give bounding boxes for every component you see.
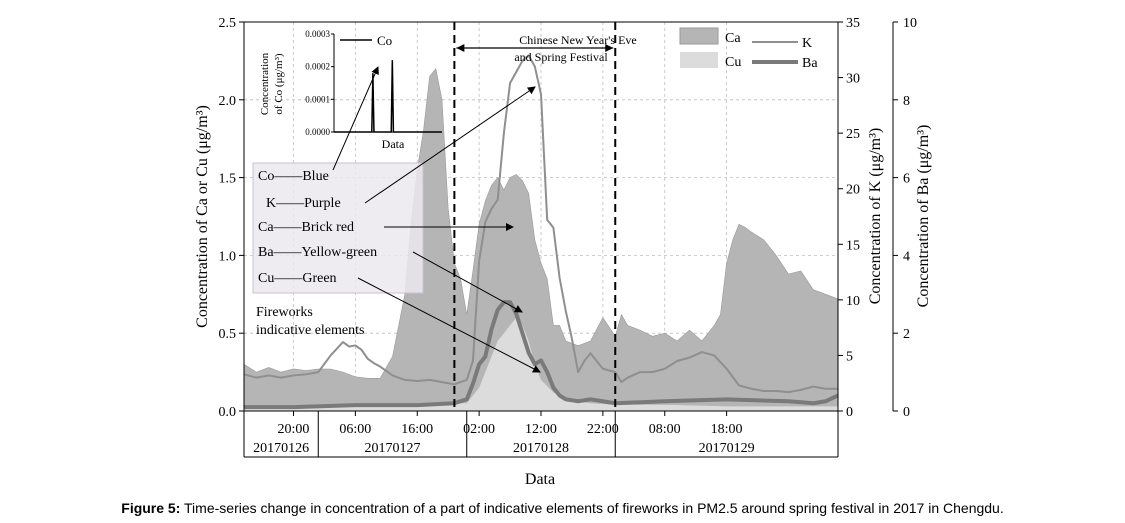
y-ba-axis-title: Concentration of Ba (μg/m³): [915, 125, 932, 308]
date-group-label: 20170126: [253, 441, 309, 456]
figure-caption-label: Figure 5:: [121, 500, 181, 516]
event-arrow-head-left: [456, 44, 465, 52]
labels-layer: Data Chinese New Year's Eve and Spring F…: [256, 33, 637, 488]
y-ba-tick-label: 8: [903, 94, 910, 109]
y-ba-tick-label: 2: [903, 327, 910, 342]
series-area-ca: [243, 67, 839, 412]
series-line-ba: [244, 300, 839, 410]
legend-swatch-ca: [679, 27, 719, 45]
inset-series-line: [334, 60, 442, 133]
inset-y-tick-label: 0.0003: [305, 29, 330, 39]
event-label-line2: and Spring Festival: [514, 50, 608, 64]
x-tick-label: 08:00: [649, 422, 681, 437]
inset-y-axis-title-line1: Concentration: [259, 52, 271, 115]
inset-y-tick-label: 0.0000: [305, 127, 330, 137]
annotation-line: K——Purple: [266, 196, 341, 211]
x-tick-label: 06:00: [339, 422, 371, 437]
inset-y-tick-label: 0.0002: [305, 62, 330, 72]
y-k-tick-label: 25: [846, 127, 860, 142]
annotation-arrow: [412, 251, 523, 313]
y-ba-tick-label: 4: [903, 249, 910, 264]
legend-swatch-cu: [680, 52, 718, 68]
figure-caption-text: Time-series change in concentration of a…: [180, 500, 1004, 516]
legend-label-ca: Ca: [725, 31, 741, 46]
legend-label-ba: Ba: [802, 56, 818, 71]
date-group-label: 20170128: [513, 441, 569, 456]
y-left-tick-label: 1.5: [219, 172, 237, 187]
x-tick-label: 16:00: [401, 422, 433, 437]
y-k-tick-label: 15: [846, 238, 860, 253]
inset-legend-label: Co: [377, 33, 392, 48]
annotation-line: Ba——Yellow-green: [258, 245, 377, 260]
legend-layer: Ca K Cu Ba: [679, 27, 818, 71]
figure-caption: Figure 5: Time-series change in concentr…: [0, 500, 1125, 516]
event-layer: [453, 22, 617, 411]
x-tick-label: 02:00: [463, 422, 495, 437]
y-left-tick-label: 2.0: [219, 94, 237, 109]
annotation-box: [252, 162, 424, 294]
inset-y-tick-label: 0.0001: [305, 94, 330, 104]
annotation-line: Cu——Green: [258, 271, 337, 286]
y-k-tick-label: 10: [846, 294, 860, 309]
fireworks-note-line2: indicative elements: [256, 323, 364, 338]
y-ba-tick-label: 10: [903, 16, 917, 31]
inset-x-axis-title: Data: [382, 137, 405, 151]
fireworks-note-line1: Fireworks: [256, 305, 313, 320]
y-left-axis-title: Concentration of Ca or Cu (μg/m³): [194, 105, 211, 328]
legend-label-k: K: [802, 36, 812, 51]
y-left-tick-label: 0.5: [219, 327, 237, 342]
inset-layer: 0.0000 0.0001 0.0002 0.0003 Co Data Concentrat…: [259, 29, 442, 151]
y-k-tick-label: 5: [846, 349, 853, 364]
x-tick-label: 20:00: [278, 422, 310, 437]
annotation-line: Ca——Brick red: [258, 220, 354, 235]
y-left-tick-label: 1.0: [219, 249, 237, 264]
axes-layer: 0.0 0.5 1.0 1.5 2.0 2.5 Concentration of Ca or…: [194, 16, 932, 457]
y-k-tick-label: 30: [846, 72, 860, 87]
legend-label-cu: Cu: [725, 55, 741, 70]
series-area-cu: [244, 317, 838, 411]
x-tick-label: 12:00: [525, 422, 557, 437]
y-k-tick-label: 0: [846, 405, 853, 420]
y-left-tick-label: 0.0: [219, 405, 237, 420]
y-left-tick-label: 2.5: [219, 16, 237, 31]
x-tick-label: 22:00: [587, 422, 619, 437]
annotation-arrow: [357, 277, 541, 373]
series-line-k: [243, 54, 838, 394]
series-layer: [243, 54, 839, 412]
x-tick-label: 18:00: [711, 422, 743, 437]
annotation-layer: Co——Blue K——Purple Ca——Brick red Ba——Yellow…: [252, 66, 541, 373]
event-arrow-head-right: [605, 44, 614, 52]
event-label-line1: Chinese New Year's Eve: [519, 33, 636, 47]
annotation-arrow: [364, 86, 536, 204]
annotation-arrow: [332, 66, 379, 171]
y-k-tick-label: 35: [846, 16, 860, 31]
date-group-label: 20170127: [365, 441, 421, 456]
y-k-axis-title: Concentration of K (μg/m³): [867, 128, 884, 304]
y-ba-tick-label: 6: [903, 172, 910, 187]
inset-y-axis-title-line2: of Co (μg/m³): [273, 53, 285, 114]
annotation-line: Co——Blue: [258, 169, 329, 184]
date-group-label: 20170129: [699, 441, 755, 456]
x-axis-title: Data: [525, 471, 555, 488]
y-ba-tick-label: 0: [903, 405, 910, 420]
y-k-tick-label: 20: [846, 183, 860, 198]
